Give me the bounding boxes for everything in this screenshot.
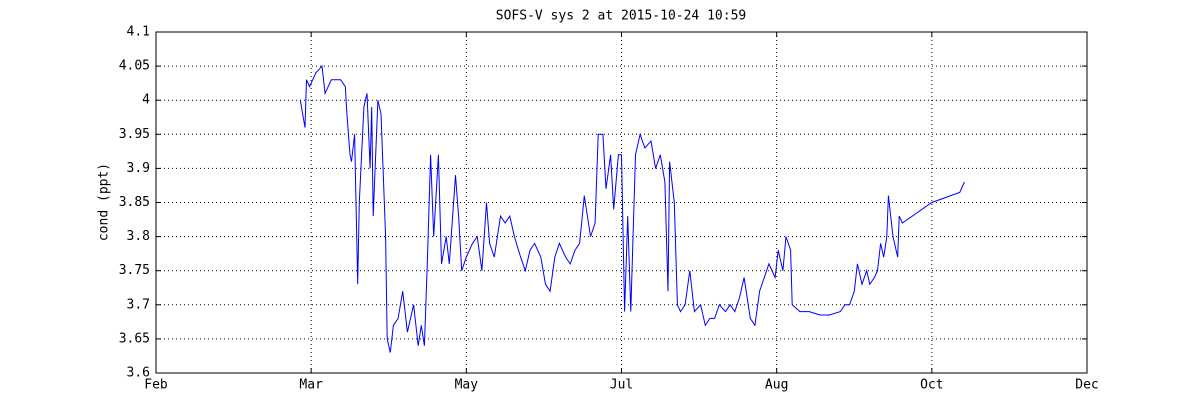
- y-tick-label: 3.7: [127, 297, 150, 312]
- x-tick-label: Oct: [920, 378, 943, 393]
- x-tick-label: Feb: [144, 378, 168, 393]
- x-tick-label: May: [455, 378, 479, 393]
- x-tick-label: Mar: [299, 378, 323, 393]
- y-tick-label: 4: [142, 93, 150, 108]
- y-tick-label: 3.85: [119, 195, 150, 210]
- x-tick-label: Jul: [610, 378, 633, 393]
- y-tick-label: 3.65: [119, 331, 150, 346]
- x-tick-label: Aug: [765, 378, 788, 393]
- y-tick-label: 3.9: [127, 161, 150, 176]
- y-tick-label: 3.75: [119, 263, 150, 278]
- data-line: [299, 64, 965, 353]
- y-tick-label: 3.95: [119, 127, 150, 142]
- y-tick-label: 3.8: [127, 229, 150, 244]
- chart-title: SOFS-V sys 2 at 2015-10-24 10:59: [496, 9, 746, 24]
- y-tick-label: 4.05: [119, 59, 150, 74]
- y-tick-label: 3.6: [127, 366, 150, 381]
- plot-area: [155, 31, 1088, 374]
- x-tick-label: Dec: [1075, 378, 1098, 393]
- y-axis-label: cond (ppt): [97, 163, 112, 241]
- y-tick-label: 4.1: [127, 25, 150, 40]
